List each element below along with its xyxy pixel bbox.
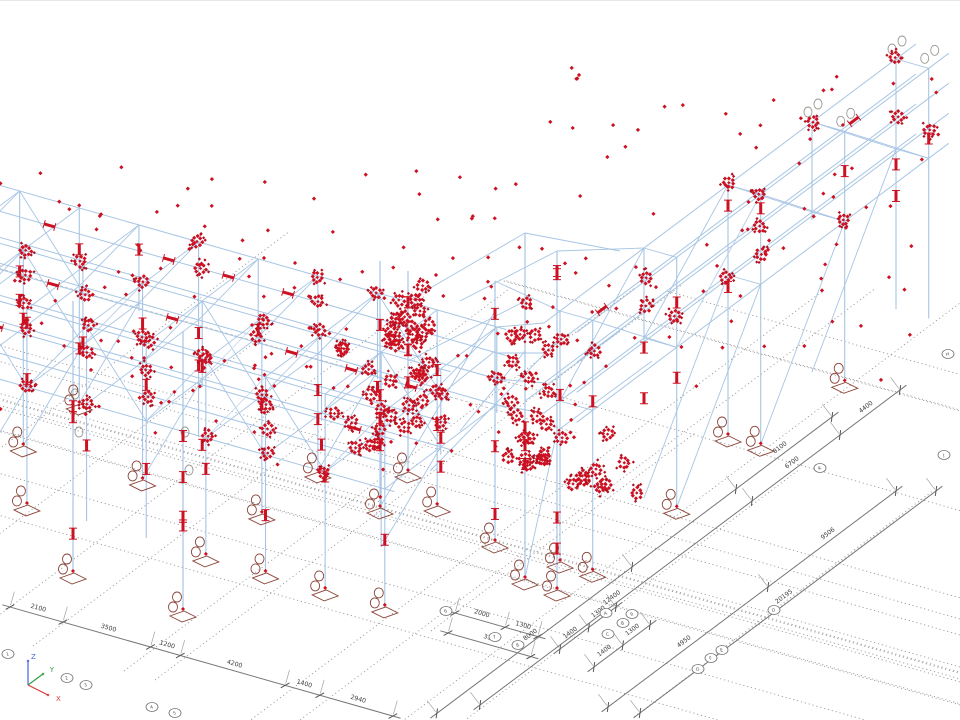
grid-bubble: C [601,629,615,639]
grid-bubble: 5 [168,708,182,718]
dimension-label: 1300 [515,620,532,631]
grid-bubble: J [937,450,951,460]
svg-text:J: J [941,453,945,459]
dimension-label: 4400 [858,400,875,415]
svg-text:H: H [945,351,950,358]
dimension-label: 2100 [30,603,47,614]
dimension-label: 1400 [596,643,613,658]
grid-bubble: E [715,645,729,655]
axis-triad: Z Y X [26,653,61,703]
dimension-label: 9506 [820,526,837,541]
red-markers-layer [0,47,941,611]
column-bases-layer [8,362,859,623]
grid-bubble: 1 [1,649,15,659]
axis-label-x: X [56,695,61,703]
grid-bubble: 4 [145,702,159,712]
dimension-label: 4950 [676,634,693,649]
grid-bubble: G [691,664,705,674]
dimension-label: 2000 [473,608,490,619]
grid-bubble: 6 [439,606,453,616]
svg-text:4: 4 [149,704,154,711]
dimension-layer: 2100350012004200140029402000130033001400… [2,376,943,719]
svg-text:G: G [695,666,701,673]
axis-label-z: Z [31,653,36,661]
svg-text:C: C [605,631,610,638]
svg-text:E: E [719,647,724,654]
grid-bubble: 8 [511,640,525,650]
svg-text:F: F [709,655,714,662]
svg-text:B: B [620,620,625,627]
dimension-label: 6700 [784,455,801,470]
svg-text:8: 8 [515,642,520,649]
svg-text:2: 2 [64,675,69,682]
grid-bubble: 9 [625,609,639,619]
svg-text:7: 7 [492,634,497,641]
dimension-label: 8100 [772,440,789,455]
dimension-label: 3500 [100,623,117,634]
grid-bubble: 2 [60,673,74,683]
grid-bubble: B [616,618,630,628]
svg-text:1: 1 [5,651,10,658]
svg-text:6: 6 [443,608,448,615]
svg-text:3: 3 [83,682,88,689]
grid-bubble: A [599,608,613,618]
dimension-label: 4200 [226,659,243,670]
grid-bubble: H [941,349,955,359]
svg-text:9: 9 [629,611,634,618]
grid-bubbles-layer: 1 2 3 4 5 6 7 8 A B C 9 D EF G H J K [1,349,955,718]
svg-text:A: A [603,610,609,617]
grid-bubble: 7 [488,632,502,642]
svg-text:D: D [771,607,777,614]
grid-bubble: K [813,463,827,473]
svg-text:K: K [817,465,823,472]
grid-bubble: F [704,653,718,663]
dimension-label: 12400 [602,589,622,606]
dimension-label: 1400 [296,679,313,690]
dimension-label: 1200 [159,639,176,650]
grid-bubble: D [767,605,781,615]
grid-bubble: 3 [79,680,93,690]
dimension-label: 2940 [350,694,367,705]
svg-text:5: 5 [172,710,177,717]
axis-label-y: Y [49,666,55,674]
